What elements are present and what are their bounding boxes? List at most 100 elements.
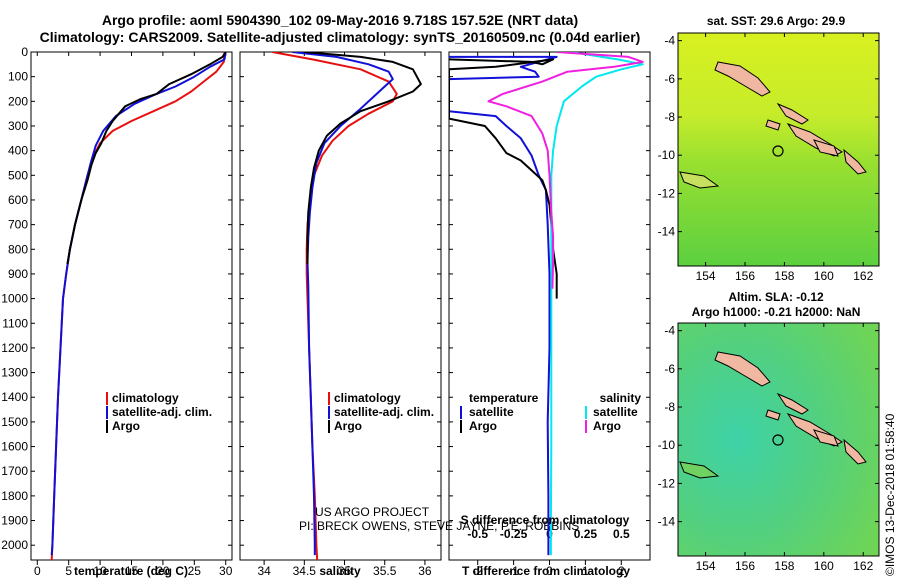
header-line1: Argo profile: aoml 5904390_102 09-May-20… [102, 12, 578, 28]
difference-panel: -2 -1 0 1 2 -0.5 -0.25 0 0.25 0.5 S difference fr… [448, 51, 651, 578]
imos-watermark: ©IMOS 13-Dec-2018 01:58:40 [883, 413, 897, 576]
header-line2: Climatology: CARS2009. Satellite-adjuste… [40, 29, 641, 45]
temperature-plot-frame [30, 51, 233, 561]
difference-top-xlabel: S difference from climatology [461, 513, 630, 527]
y-tick-label: 1100 [2, 316, 28, 330]
island-guadalcanal [813, 139, 839, 157]
y-tick-label: 1400 [1, 390, 28, 404]
salinity-panel: 34 34.5 35 35.5 36 salinity climatology sate… [239, 51, 579, 578]
map-y-tick-label: -4 [664, 324, 675, 338]
legend-satellite-label: satellite-adj. clim. [112, 405, 212, 419]
island-malaita [843, 438, 867, 465]
map-x-tick-label: 158 [774, 559, 794, 573]
top-x-tick-label: -0.5 [467, 527, 488, 541]
difference-lines [449, 52, 644, 556]
map-x-tick-label: 156 [735, 269, 755, 283]
x-tick-label: 34 [257, 564, 271, 578]
series-line-t-satellite [449, 55, 558, 556]
y-tick-label: 0 [21, 45, 28, 59]
y-tick-label: 1300 [1, 366, 28, 380]
top-x-tick-label: 0 [546, 527, 553, 541]
x-tick-label: -1 [508, 564, 519, 578]
x-tick-label: 15 [125, 564, 139, 578]
map-y-tick-label: -12 [658, 186, 676, 200]
x-tick-label: 0 [34, 564, 41, 578]
x-tick-label: 34.5 [293, 564, 317, 578]
island-choiseul [776, 102, 809, 125]
y-tick-label: 600 [8, 193, 28, 207]
island-bougainville [714, 61, 771, 97]
sla-map-title: Altim. SLA: -0.12 [728, 290, 824, 304]
x-tick-label: 35 [338, 564, 352, 578]
map-y-tick-label: -8 [664, 110, 675, 124]
legend-s-argo-label: Argo [593, 419, 621, 433]
map-y-tick-label: -14 [658, 225, 676, 239]
legend-climatology-label: climatology [112, 391, 179, 405]
series-line-s-satellite [549, 52, 644, 556]
legend-t-satellite-label: satellite [469, 405, 514, 419]
island-choiseul [776, 392, 809, 415]
salinity-legend: climatology satellite-adj. clim. Argo [328, 391, 434, 433]
salinity-plot-frame [239, 51, 442, 561]
map-x-tick-label: 160 [814, 559, 834, 573]
sla-coastlines [679, 351, 867, 479]
temperature-legend: climatology satellite-adj. clim. Argo [106, 391, 212, 433]
x-tick-label: 30 [219, 564, 233, 578]
legend-argo-label: Argo [112, 419, 140, 433]
sst-map-title: sat. SST: 29.6 Argo: 29.9 [707, 14, 846, 28]
sla-map-axes: 154 156 158 160 162 -4 -6 -8 -10 -12 -14 [658, 323, 879, 573]
x-tick-label: 36 [418, 564, 432, 578]
sst-map-background [678, 33, 879, 266]
x-tick-label: 25 [188, 564, 202, 578]
map-y-tick-label: -4 [664, 34, 675, 48]
map-x-tick-label: 160 [814, 269, 834, 283]
sla-map-frame [677, 322, 880, 557]
map-y-tick-label: -12 [658, 476, 676, 490]
x-tick-label: -2 [472, 564, 483, 578]
sst-float-marker [772, 145, 784, 157]
series-line-argo [304, 52, 422, 265]
y-tick-label: 1000 [1, 292, 28, 306]
top-x-tick-label: 0.5 [613, 527, 630, 541]
credit-line2: PI: BRECK OWENS, STEVE JAYNE, P.E. ROBBI… [299, 519, 579, 533]
y-tick-label: 1200 [1, 341, 28, 355]
map-y-tick-label: -6 [664, 72, 675, 86]
salinity-xlabel: salinity [319, 564, 361, 578]
sst-map-axes: 154 156 158 160 162 -4 -6 -8 -10 -12 -14 [658, 33, 879, 283]
map-x-tick-label: 156 [735, 559, 755, 573]
series-line-climatology [50, 52, 226, 560]
y-tick-label: 400 [8, 144, 28, 158]
top-x-tick-label: -0.25 [500, 527, 528, 541]
legend-argo-label: Argo [334, 419, 362, 433]
coastline-south [679, 171, 720, 189]
sst-coastlines [679, 61, 867, 189]
x-tick-label: 2 [618, 564, 625, 578]
y-tick-label: 2000 [1, 538, 28, 552]
legend-satellite-label: satellite-adj. clim. [334, 405, 434, 419]
y-tick-label: 100 [8, 70, 28, 84]
x-tick-label: 5 [65, 564, 72, 578]
sla-float-marker [772, 434, 784, 446]
y-tick-label: 1500 [1, 415, 28, 429]
salinity-lines [272, 52, 422, 560]
sst-map: sat. SST: 29.6 Argo: 29.9 154 156 158 160 16… [658, 14, 880, 283]
legend-salinity-title: salinity [600, 391, 642, 405]
series-line-satellite-adj-clim- [292, 52, 394, 556]
y-tick-label: 900 [8, 267, 28, 281]
y-tick-label: 800 [8, 242, 28, 256]
map-x-tick-label: 162 [853, 269, 873, 283]
island-bougainville [714, 351, 771, 387]
map-y-tick-label: -14 [658, 515, 676, 529]
y-tick-label: 1800 [1, 489, 28, 503]
map-y-tick-label: -8 [664, 400, 675, 414]
x-tick-label: 35.5 [373, 564, 397, 578]
sst-map-frame [677, 32, 880, 267]
series-line-t-argo [449, 58, 558, 299]
map-x-tick-label: 162 [853, 559, 873, 573]
island-malaita [843, 148, 867, 175]
y-tick-label: 1600 [1, 440, 28, 454]
legend-t-argo-label: Argo [469, 419, 497, 433]
top-x-tick-label: 0.25 [574, 527, 598, 541]
difference-xlabel: T difference from climatology [462, 564, 630, 578]
